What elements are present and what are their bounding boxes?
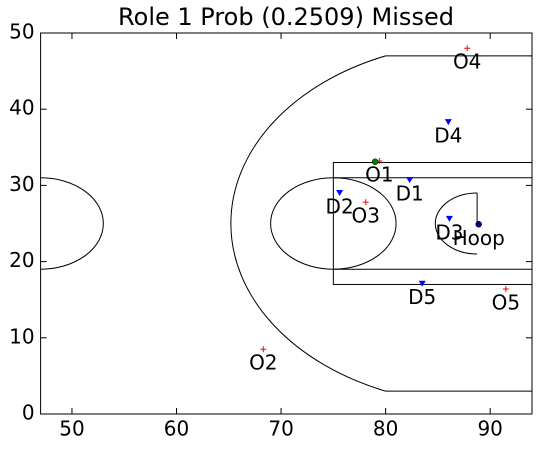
- y-tick-label: 50: [9, 20, 34, 44]
- court-line: [434, 192, 478, 255]
- court: [40, 55, 532, 392]
- x-tick-label: 80: [373, 417, 398, 441]
- point: [444, 119, 452, 126]
- point-label: D3: [435, 220, 463, 244]
- point-label: D5: [408, 285, 436, 309]
- point-label: D1: [396, 182, 424, 206]
- plot-frame: [40, 32, 533, 415]
- point-label: O5: [492, 291, 520, 315]
- x-tick-label: 70: [268, 417, 293, 441]
- y-tick-label: 20: [9, 248, 34, 272]
- point: [445, 215, 453, 222]
- point: [475, 221, 482, 228]
- court-line: [332, 162, 532, 285]
- point: [362, 199, 369, 206]
- point-label: O2: [249, 351, 277, 375]
- x-tick-label: 60: [164, 417, 189, 441]
- point-label: O3: [352, 204, 380, 228]
- point-label: O4: [453, 50, 481, 74]
- point-label: D4: [434, 124, 462, 148]
- y-tick-label: 10: [9, 324, 34, 348]
- court-line: [40, 177, 104, 270]
- x-tick-label: 50: [59, 417, 84, 441]
- point: [406, 177, 414, 184]
- point: [464, 45, 471, 52]
- chart-title: Role 1 Prob (0.2509) Missed: [118, 3, 454, 31]
- point: [502, 286, 509, 293]
- point: [371, 158, 379, 166]
- x-tick-label: 90: [477, 417, 502, 441]
- court-line: [270, 177, 397, 270]
- point: [336, 190, 344, 197]
- point: [418, 280, 426, 287]
- y-tick-label: 0: [22, 401, 35, 425]
- point-label: Hoop: [453, 226, 505, 250]
- point-label: D2: [326, 195, 354, 219]
- y-tick-label: 30: [9, 172, 34, 196]
- point: [260, 346, 267, 353]
- y-tick-label: 40: [9, 96, 34, 120]
- point-label: O1: [365, 163, 393, 187]
- court-line: [230, 55, 532, 392]
